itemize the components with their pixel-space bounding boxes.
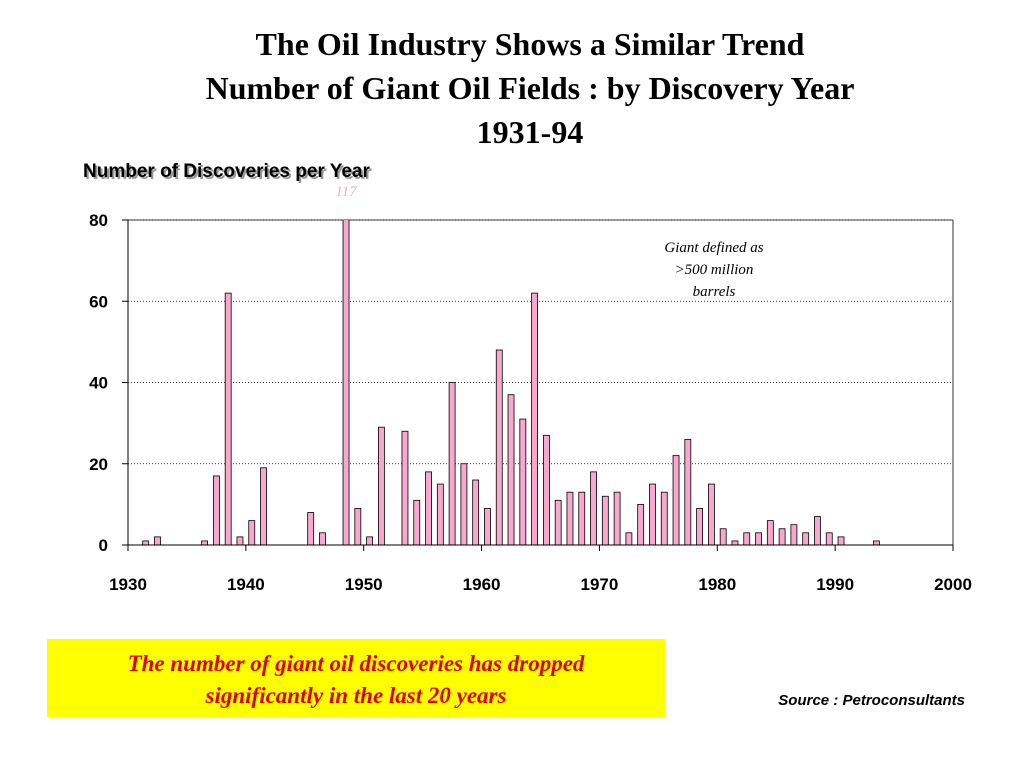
y-tick-label: 40 xyxy=(89,374,108,393)
bar xyxy=(802,532,810,546)
bar xyxy=(224,292,232,546)
bar xyxy=(472,479,480,546)
bar xyxy=(542,434,550,546)
x-tick-label: 1930 xyxy=(109,575,147,594)
y-axis-title: Number of Discoveries per Year xyxy=(83,161,370,182)
value-label: 117 xyxy=(335,184,358,200)
x-tick-label: 1980 xyxy=(698,575,736,594)
bar xyxy=(436,483,444,546)
x-tick-label: 1950 xyxy=(345,575,383,594)
bar xyxy=(460,463,468,546)
note-text: significantly in the last 20 years xyxy=(205,683,507,708)
bar xyxy=(401,430,409,546)
bar xyxy=(578,491,586,546)
y-axis-title-shadow: Number of Discoveries per Year xyxy=(85,163,372,184)
annotation: >500 million xyxy=(675,262,754,278)
x-tick-label: 1970 xyxy=(581,575,619,594)
bar xyxy=(672,455,680,546)
x-tick-label: 1990 xyxy=(816,575,854,594)
bar xyxy=(448,382,456,546)
y-tick-label: 20 xyxy=(89,455,108,474)
bar xyxy=(707,483,715,546)
bar xyxy=(248,520,256,546)
bar xyxy=(495,349,503,546)
bar xyxy=(837,536,845,546)
bar xyxy=(766,520,774,546)
bar xyxy=(601,495,609,546)
chart-title: The Oil Industry Shows a Similar Trend xyxy=(256,26,805,62)
chart-title: 1931-94 xyxy=(477,114,584,150)
annotation: barrels xyxy=(693,284,736,300)
chart-title: Number of Giant Oil Fields : by Discover… xyxy=(206,70,855,106)
bar xyxy=(413,499,421,546)
bar xyxy=(660,491,668,546)
bar xyxy=(519,418,527,546)
bar xyxy=(377,426,385,546)
bar xyxy=(507,394,515,546)
bar xyxy=(755,532,762,546)
bar xyxy=(484,508,491,546)
bar xyxy=(260,467,267,546)
bar xyxy=(872,540,880,546)
x-tick-label: 1960 xyxy=(463,575,501,594)
bar xyxy=(625,532,633,546)
x-tick-label: 1940 xyxy=(227,575,265,594)
bar xyxy=(342,220,350,546)
y-tick-label: 80 xyxy=(89,211,108,230)
bar xyxy=(743,532,751,546)
bar xyxy=(366,536,374,546)
bar xyxy=(590,471,597,546)
bar xyxy=(212,475,220,546)
bar xyxy=(825,532,833,546)
bar xyxy=(554,499,562,546)
note-text: The number of giant oil discoveries has … xyxy=(128,651,585,676)
y-tick-label: 60 xyxy=(89,292,108,311)
bar xyxy=(778,528,786,546)
bar xyxy=(719,528,727,546)
bar xyxy=(307,512,315,546)
bar xyxy=(649,483,656,546)
x-tick-label: 2000 xyxy=(934,575,972,594)
bar xyxy=(696,508,704,546)
bar xyxy=(731,540,739,546)
annotation: Giant defined as xyxy=(664,240,763,256)
y-tick-label: 0 xyxy=(99,536,108,555)
bar xyxy=(684,438,692,546)
bar xyxy=(354,508,362,546)
bar xyxy=(814,516,821,546)
bar xyxy=(790,524,798,546)
bar xyxy=(154,536,161,546)
bar xyxy=(566,491,574,546)
note-box xyxy=(47,639,665,717)
bar xyxy=(201,540,209,546)
bar xyxy=(531,292,539,546)
source: Source : Petroconsultants xyxy=(778,692,965,709)
bar xyxy=(319,532,326,546)
bar xyxy=(637,503,645,546)
bar xyxy=(425,471,432,546)
bar xyxy=(236,536,244,546)
bar xyxy=(613,491,621,546)
bar xyxy=(142,540,150,546)
